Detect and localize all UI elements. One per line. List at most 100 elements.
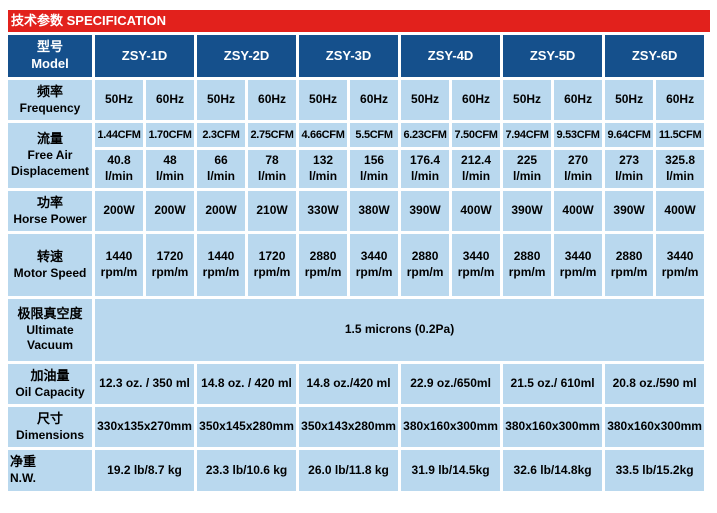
net-weight-value: 32.6 lb/14.8kg [503, 450, 603, 491]
motor-speed-row-label: 转速 Motor Speed [8, 234, 92, 296]
dimensions-value: 330x135x270mm [95, 407, 195, 447]
dimensions-value: 380x160x300mm [605, 407, 705, 447]
motor-speed-value: 1720 rpm/m [146, 234, 195, 296]
motor-speed-value: 1720 rpm/m [248, 234, 297, 296]
frequency-value: 50Hz [605, 80, 654, 120]
specification-table: 型号 Model ZSY-1D ZSY-2D ZSY-3D ZSY-4D ZSY… [5, 32, 707, 494]
net-weight-label-zh: 净重 [10, 454, 37, 470]
horse-power-value: 400W [452, 191, 501, 231]
flow-lmin-value: 156 l/min [350, 150, 399, 188]
flow-cfm-value: 1.70CFM [146, 123, 195, 147]
flow-cfm-value: 9.53CFM [554, 123, 603, 147]
flow-lmin-value: 270 l/min [554, 150, 603, 188]
dimensions-value: 350x143x280mm [299, 407, 399, 447]
flow-lmin-value: 78 l/min [248, 150, 297, 188]
frequency-row-label: 频率 Frequency [8, 80, 92, 120]
oil-value: 21.5 oz./ 610ml [503, 364, 603, 404]
flow-row-label: 流量 Free Air Displacement [8, 123, 92, 188]
oil-label-en: Oil Capacity [15, 384, 85, 399]
frequency-label-zh: 频率 [36, 83, 63, 99]
vacuum-label-en1: Ultimate [26, 322, 74, 337]
net-weight-value: 26.0 lb/11.8 kg [299, 450, 399, 491]
flow-cfm-value: 7.94CFM [503, 123, 552, 147]
flow-lmin-value: 66 l/min [197, 150, 246, 188]
horse-power-row-label: 功率 Horse Power [8, 191, 92, 231]
vacuum-value: 1.5 microns (0.2Pa) [95, 299, 705, 361]
horse-power-label-en: Horse Power [13, 211, 87, 226]
model-name: ZSY-5D [503, 35, 603, 77]
oil-row-label: 加油量 Oil Capacity [8, 364, 92, 404]
horse-power-value: 200W [146, 191, 195, 231]
net-weight-value: 19.2 lb/8.7 kg [95, 450, 195, 491]
model-name: ZSY-6D [605, 35, 705, 77]
horse-power-value: 380W [350, 191, 399, 231]
motor-speed-value: 3440 rpm/m [554, 234, 603, 296]
row-model-header: 型号 Model ZSY-1D ZSY-2D ZSY-3D ZSY-4D ZSY… [8, 35, 705, 77]
flow-cfm-value: 11.5CFM [656, 123, 705, 147]
row-frequency: 频率 Frequency 50Hz 60Hz 50Hz 60Hz 50Hz 60… [8, 80, 705, 120]
frequency-value: 60Hz [146, 80, 195, 120]
row-dimensions: 尺寸 Dimensions 330x135x270mm 350x145x280m… [8, 407, 705, 447]
oil-value: 20.8 oz./590 ml [605, 364, 705, 404]
horse-power-value: 200W [95, 191, 143, 231]
flow-cfm-value: 6.23CFM [401, 123, 450, 147]
oil-value: 14.8 oz. / 420 ml [197, 364, 297, 404]
oil-label-zh: 加油量 [30, 367, 70, 383]
frequency-value: 50Hz [197, 80, 246, 120]
net-weight-label-en: N.W. [10, 471, 36, 486]
horse-power-value: 390W [401, 191, 450, 231]
dimensions-label-zh: 尺寸 [36, 410, 63, 426]
model-label-en: Model [31, 56, 69, 71]
model-name: ZSY-2D [197, 35, 297, 77]
model-label-zh: 型号 [36, 39, 63, 55]
frequency-value: 50Hz [401, 80, 450, 120]
model-name: ZSY-4D [401, 35, 501, 77]
title-en: SPECIFICATION [66, 13, 167, 28]
flow-label-zh: 流量 [36, 131, 63, 147]
flow-label-en2: Displacement [10, 163, 90, 178]
frequency-label-en: Frequency [19, 100, 81, 115]
flow-lmin-value: 132 l/min [299, 150, 348, 188]
net-weight-value: 31.9 lb/14.5kg [401, 450, 501, 491]
oil-value: 12.3 oz. / 350 ml [95, 364, 195, 404]
dimensions-label-en: Dimensions [15, 427, 84, 442]
horse-power-value: 210W [248, 191, 297, 231]
row-motor-speed: 转速 Motor Speed 1440 rpm/m 1720 rpm/m 1440 r… [8, 234, 705, 296]
dimensions-row-label: 尺寸 Dimensions [8, 407, 92, 447]
motor-speed-value: 2880 rpm/m [605, 234, 654, 296]
oil-value: 14.8 oz./420 ml [299, 364, 399, 404]
horse-power-value: 200W [197, 191, 246, 231]
model-header-label: 型号 Model [8, 35, 92, 77]
flow-cfm-value: 1.44CFM [95, 123, 143, 147]
dimensions-value: 380x160x300mm [401, 407, 501, 447]
motor-speed-value: 3440 rpm/m [656, 234, 705, 296]
row-oil-capacity: 加油量 Oil Capacity 12.3 oz. / 350 ml 14.8 … [8, 364, 705, 404]
frequency-value: 60Hz [248, 80, 297, 120]
vacuum-label-zh: 极限真空度 [17, 305, 83, 321]
net-weight-value: 23.3 lb/10.6 kg [197, 450, 297, 491]
row-ultimate-vacuum: 极限真空度 Ultimate Vacuum 1.5 microns (0.2Pa… [8, 299, 705, 361]
motor-speed-value: 2880 rpm/m [503, 234, 552, 296]
row-horse-power: 功率 Horse Power 200W 200W 200W 210W 330W … [8, 191, 705, 231]
frequency-value: 50Hz [95, 80, 143, 120]
row-flow-lmin: 40.8 l/min 48 l/min 66 l/min 78 l/min 132 l/m… [8, 150, 705, 188]
frequency-value: 50Hz [503, 80, 552, 120]
flow-lmin-value: 40.8 l/min [95, 150, 143, 188]
horse-power-value: 400W [554, 191, 603, 231]
frequency-value: 60Hz [554, 80, 603, 120]
flow-lmin-value: 48 l/min [146, 150, 195, 188]
model-name: ZSY-3D [299, 35, 399, 77]
flow-lmin-value: 325.8 l/min [656, 150, 705, 188]
flow-lmin-value: 176.4 l/min [401, 150, 450, 188]
vacuum-label-en2: Vacuum [26, 338, 74, 353]
horse-power-value: 400W [656, 191, 705, 231]
flow-lmin-value: 212.4 l/min [452, 150, 501, 188]
dimensions-value: 350x145x280mm [197, 407, 297, 447]
flow-cfm-value: 9.64CFM [605, 123, 654, 147]
flow-label-en1: Free Air [27, 148, 73, 163]
motor-speed-value: 1440 rpm/m [197, 234, 246, 296]
row-net-weight: 净重 N.W. 19.2 lb/8.7 kg 23.3 lb/10.6 kg 2… [8, 450, 705, 491]
motor-speed-value: 2880 rpm/m [401, 234, 450, 296]
dimensions-value: 380x160x300mm [503, 407, 603, 447]
net-weight-value: 33.5 lb/15.2kg [605, 450, 705, 491]
